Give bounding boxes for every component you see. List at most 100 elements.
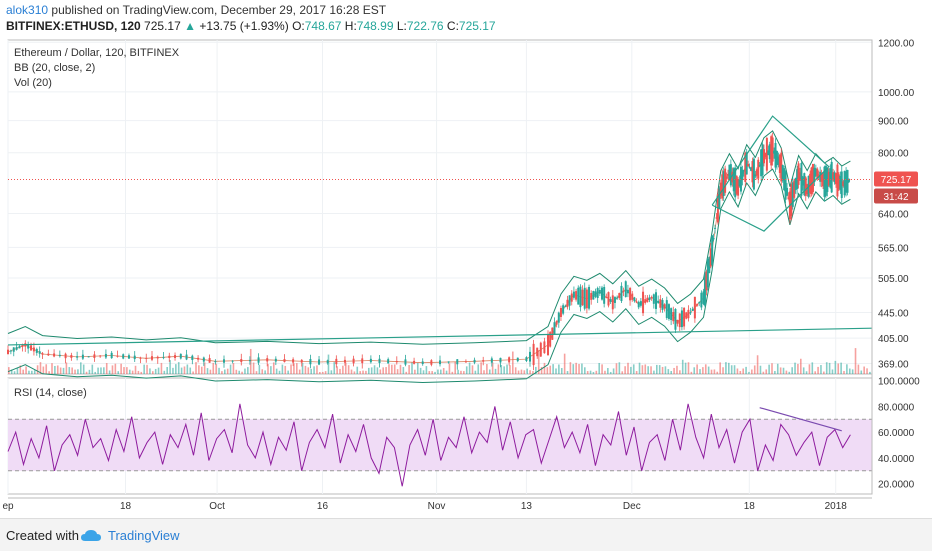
- volume-bar: [448, 363, 451, 374]
- volume-bar: [817, 366, 819, 374]
- volume-bar: [203, 362, 206, 374]
- volume-bar: [376, 367, 379, 374]
- volume-bar: [592, 371, 595, 374]
- volume-bar: [324, 371, 327, 374]
- candle-body: [145, 357, 148, 359]
- volume-bar: [615, 363, 618, 374]
- volume-bar: [160, 362, 163, 374]
- x-tick-label: Dec: [623, 501, 641, 512]
- candle-body: [804, 177, 807, 196]
- candle-body: [557, 312, 560, 323]
- candle-body: [179, 353, 182, 359]
- author-link[interactable]: alok310: [6, 3, 49, 17]
- volume-bar: [618, 362, 621, 374]
- volume-bar: [460, 370, 462, 374]
- candle-body: [318, 359, 321, 365]
- volume-bar: [566, 371, 569, 374]
- volume-bar: [128, 369, 131, 374]
- candle-body: [822, 173, 825, 187]
- volume-bar: [111, 365, 114, 374]
- candle-body: [757, 159, 760, 179]
- volume-bar: [25, 366, 27, 374]
- last-price-badge-text: 725.17: [881, 175, 912, 186]
- price-legend: Ethereum / Dollar, 120, BITFINEX BB (20,…: [14, 46, 179, 91]
- volume-bar: [157, 367, 160, 374]
- legend-rsi[interactable]: RSI (14, close): [14, 387, 87, 399]
- volume-bar: [609, 371, 612, 374]
- candle-body: [667, 304, 670, 319]
- legend-bb[interactable]: BB (20, close, 2): [14, 62, 96, 74]
- candle-body: [191, 355, 194, 361]
- volume-bar: [463, 371, 465, 374]
- candle-body: [624, 281, 627, 297]
- trendline-diamond: [711, 115, 830, 232]
- candle-body: [41, 353, 44, 355]
- volume-bar: [200, 366, 203, 374]
- high-value: 748.99: [356, 19, 394, 33]
- volume-bar: [451, 371, 454, 374]
- legend-vol[interactable]: Vol (20): [14, 77, 52, 89]
- legend-title[interactable]: Ethereum / Dollar, 120, BITFINEX: [14, 47, 180, 59]
- volume-bar: [36, 365, 39, 374]
- volume-bar: [535, 366, 537, 374]
- x-tick-label: 2018: [825, 501, 848, 512]
- volume-bar: [103, 367, 105, 374]
- volume-bar: [800, 358, 802, 374]
- candle-body: [635, 301, 638, 303]
- volume-bar: [846, 364, 848, 374]
- candle-body: [793, 180, 796, 198]
- candle-body: [685, 312, 688, 319]
- volume-bar: [149, 368, 151, 374]
- x-tick-label: 16: [317, 501, 329, 512]
- volume-bar: [321, 371, 324, 374]
- candle-body: [629, 288, 632, 301]
- volume-bar: [186, 364, 189, 374]
- volume-bar: [676, 365, 678, 374]
- volume-bar: [247, 367, 249, 374]
- chart-header: alok310 published on TradingView.com, De…: [0, 0, 932, 38]
- volume-bar: [704, 364, 707, 374]
- candle-body: [702, 291, 705, 304]
- volume-bar: [529, 370, 531, 374]
- candle-body: [202, 357, 205, 362]
- candle-body: [579, 286, 582, 308]
- candle-body: [596, 288, 599, 299]
- candle-body: [763, 149, 765, 164]
- candle-body: [722, 171, 725, 196]
- volume-bar: [235, 369, 238, 374]
- candle-body: [678, 313, 681, 328]
- candle-body: [240, 359, 243, 363]
- volume-bar: [851, 369, 854, 374]
- rsi-tick-label: 20.0000: [878, 480, 915, 491]
- candle-body: [231, 360, 234, 362]
- candle-body: [257, 357, 260, 363]
- open-label: O:: [292, 19, 305, 33]
- tradingview-cloud-icon[interactable]: [80, 529, 102, 543]
- volume-bar: [537, 350, 540, 374]
- volume-bar: [100, 367, 102, 374]
- x-tick-label: 13: [521, 501, 533, 512]
- volume-bar: [612, 368, 615, 374]
- candle-body: [837, 174, 840, 189]
- candle-body: [767, 150, 770, 156]
- volume-bar: [802, 367, 805, 374]
- candle-body: [208, 358, 211, 363]
- chart-canvas[interactable]: ep 18 Oct 16 Nov 13 Dec 18 2018 369.00 405.00 445.0…: [0, 38, 932, 518]
- volume-bar: [198, 365, 200, 374]
- candle-body: [698, 302, 701, 304]
- candle-body: [197, 357, 200, 360]
- x-tick-label: Nov: [428, 501, 446, 512]
- candle-body: [603, 287, 606, 304]
- tradingview-link[interactable]: TradingView: [108, 528, 180, 543]
- candle-body: [745, 152, 748, 175]
- candle-body: [32, 347, 35, 352]
- candle-body: [811, 164, 814, 192]
- volume-bar: [287, 370, 289, 374]
- price-tick-label: 565.00: [878, 243, 909, 254]
- candle-body: [430, 360, 433, 365]
- candle-body: [352, 358, 355, 364]
- candle-body: [174, 355, 177, 358]
- volume-bar: [396, 369, 399, 374]
- volume-bar: [693, 367, 696, 374]
- candle-body: [715, 217, 718, 219]
